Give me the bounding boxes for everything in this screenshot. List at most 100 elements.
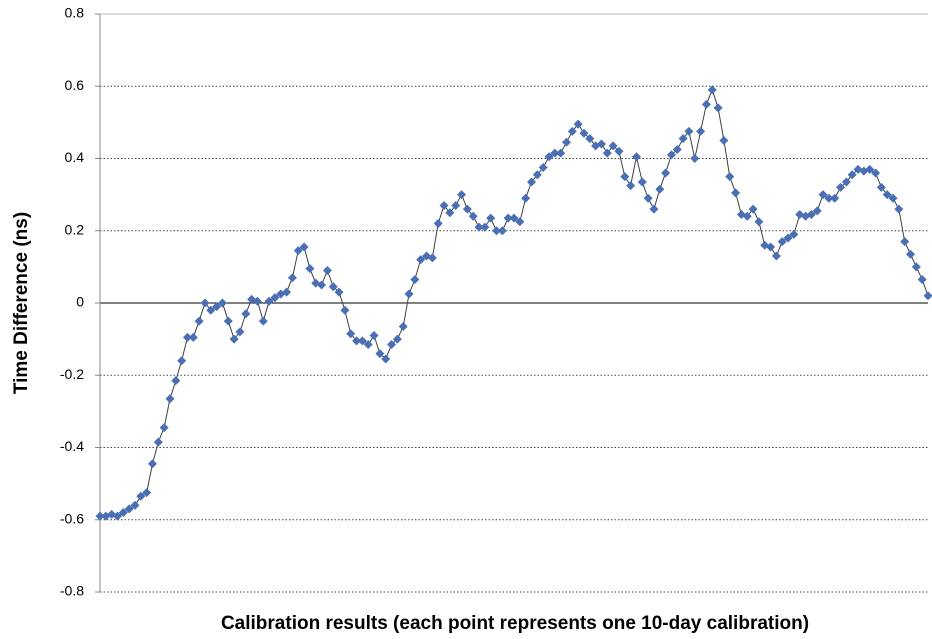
data-point <box>282 287 292 297</box>
y-tick-label: 0.4 <box>65 149 85 165</box>
data-point <box>748 204 758 214</box>
data-point <box>742 211 752 221</box>
data-point <box>596 139 606 149</box>
data-point <box>526 177 536 187</box>
data-point <box>661 168 671 178</box>
data-point <box>620 172 630 182</box>
data-point <box>206 305 216 315</box>
data-point <box>672 144 682 154</box>
data-point <box>112 511 122 521</box>
y-tick-label: -0.6 <box>60 510 84 526</box>
y-tick-label: 0.6 <box>65 77 85 93</box>
data-point <box>701 99 711 109</box>
data-point <box>561 137 571 147</box>
data-point <box>147 459 157 469</box>
data-point <box>492 226 502 236</box>
data-point <box>486 213 496 223</box>
data-point <box>130 500 140 510</box>
data-point <box>212 302 222 312</box>
data-point <box>836 182 846 192</box>
data-point <box>579 128 589 138</box>
data-point <box>573 119 583 129</box>
data-point <box>299 242 309 252</box>
data-point <box>631 152 641 162</box>
data-point <box>515 217 525 227</box>
data-point <box>287 273 297 283</box>
data-point <box>602 148 612 158</box>
data-point <box>328 282 338 292</box>
data-point <box>824 193 834 203</box>
data-point <box>585 134 595 144</box>
data-point <box>906 249 916 259</box>
data-point <box>223 316 233 326</box>
data-point <box>626 181 636 191</box>
data-point <box>497 226 507 236</box>
data-point <box>725 172 735 182</box>
y-tick-label: -0.8 <box>60 583 84 599</box>
data-point <box>917 275 927 285</box>
data-point <box>532 170 542 180</box>
data-point <box>258 316 268 326</box>
data-point <box>433 219 443 229</box>
data-point <box>317 280 327 290</box>
data-point <box>305 264 315 274</box>
data-point <box>165 394 175 404</box>
data-point <box>457 190 467 200</box>
y-tick-label: -0.4 <box>60 438 84 454</box>
data-point <box>357 336 367 346</box>
data-point <box>375 349 385 359</box>
data-point <box>608 141 618 151</box>
data-point <box>124 504 134 514</box>
data-point <box>387 340 397 350</box>
data-point <box>713 103 723 113</box>
data-point <box>666 150 676 160</box>
data-point <box>550 148 560 158</box>
data-point <box>217 298 227 308</box>
data-point <box>136 491 146 501</box>
data-point <box>876 182 886 192</box>
data-point <box>777 237 787 247</box>
data-point <box>451 200 461 210</box>
data-point <box>882 190 892 200</box>
data-point <box>503 213 513 223</box>
data-point <box>194 316 204 326</box>
data-point <box>789 229 799 239</box>
data-point <box>171 376 181 386</box>
data-point <box>655 184 665 194</box>
data-point <box>159 423 169 433</box>
data-point <box>142 488 152 498</box>
data-point <box>766 242 776 252</box>
data-point <box>118 508 128 518</box>
data-point <box>153 437 163 447</box>
data-point <box>462 204 472 214</box>
data-point <box>649 204 659 214</box>
x-axis-title: Calibration results (each point represen… <box>221 613 809 634</box>
data-point <box>293 246 303 256</box>
data-point <box>900 237 910 247</box>
data-point <box>888 193 898 203</box>
data-point <box>468 211 478 221</box>
data-point <box>241 309 251 319</box>
data-point <box>894 204 904 214</box>
data-point <box>538 163 548 173</box>
data-point <box>200 298 210 308</box>
data-point <box>719 135 729 145</box>
y-tick-label: 0.8 <box>65 5 85 21</box>
data-point <box>177 356 187 366</box>
data-point <box>416 255 426 265</box>
data-point <box>754 217 764 227</box>
data-point <box>270 293 280 303</box>
data-point <box>363 340 373 350</box>
data-point <box>690 154 700 163</box>
data-point <box>182 332 192 342</box>
data-point <box>614 146 624 156</box>
data-point <box>871 168 881 178</box>
data-point <box>381 354 391 364</box>
data-point <box>509 213 519 223</box>
data-point <box>95 511 105 521</box>
data-point <box>841 177 851 187</box>
data-point <box>544 152 554 162</box>
data-point <box>369 331 379 341</box>
data-point <box>410 275 420 285</box>
